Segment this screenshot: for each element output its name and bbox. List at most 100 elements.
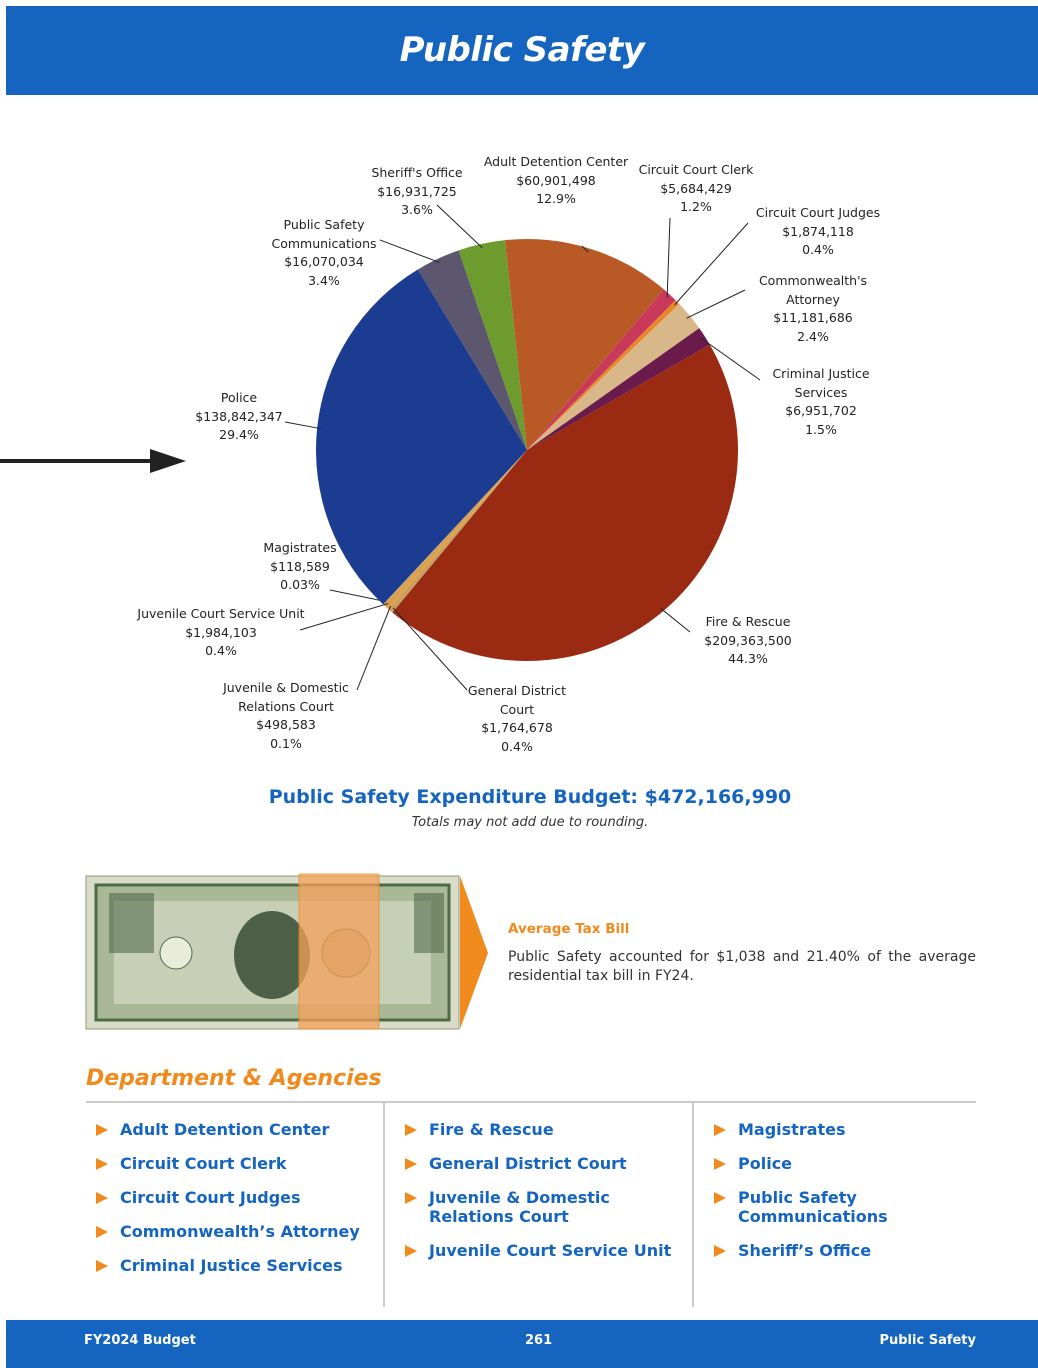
departments-title: Department & Agencies xyxy=(86,1066,382,1091)
slice-name: Sheriff's Office xyxy=(371,165,463,180)
slice-percent: 29.4% xyxy=(219,427,259,442)
leader-line xyxy=(660,607,691,633)
leader-line xyxy=(436,204,483,249)
slice-percent: 0.03% xyxy=(280,577,320,592)
slice-label: Juvenile Court Service Unit $1,984,103 0.4… xyxy=(131,605,311,661)
pie-slice xyxy=(527,300,680,450)
department-item: Public Safety Communications xyxy=(714,1188,994,1226)
department-item: Police xyxy=(714,1154,994,1173)
slice-name: Commonwealth's Attorney xyxy=(758,273,868,307)
department-column: Magistrates Police Public Safety Communica… xyxy=(714,1120,994,1275)
footer-bar: FY2024 Budget 261 Public Safety xyxy=(6,1320,1038,1368)
slice-name: General District Court xyxy=(467,683,567,717)
slice-percent: 3.4% xyxy=(308,272,340,288)
slice-value: $16,070,034 xyxy=(284,254,364,269)
header-bar: Public Safety xyxy=(6,6,1038,95)
slice-label: Adult Detention Center $60,901,498 12.9% xyxy=(471,153,641,209)
leader-line xyxy=(379,239,440,263)
tax-bill-title: Average Tax Bill xyxy=(508,921,630,937)
pie-slice xyxy=(504,239,664,450)
leader-line xyxy=(299,603,389,631)
slice-label: Magistrates $118,589 0.03% xyxy=(250,539,350,595)
slice-percent: 12.9% xyxy=(536,191,576,206)
slice-value: $5,684,429 xyxy=(660,180,732,196)
slice-value: $118,589 xyxy=(270,558,330,574)
leader-line xyxy=(686,289,746,319)
slice-percent: 1.5% xyxy=(805,421,837,437)
pie-slice xyxy=(458,240,527,450)
slice-name: Circuit Court Judges xyxy=(755,205,881,220)
slice-value: $60,901,498 xyxy=(516,172,596,188)
slice-name: Criminal Justice Services xyxy=(772,366,870,400)
slice-value: $6,951,702 xyxy=(785,403,857,418)
slice-name: Magistrates xyxy=(263,540,337,555)
slice-name: Juvenile Court Service Unit xyxy=(137,606,305,621)
pie-slice xyxy=(383,450,527,609)
department-item: Criminal Justice Services xyxy=(96,1256,376,1275)
slice-value: $209,363,500 xyxy=(704,632,792,648)
department-item: General District Court xyxy=(405,1154,685,1173)
department-item: Magistrates xyxy=(714,1120,994,1139)
slice-value: $1,764,678 xyxy=(481,720,553,735)
leader-line xyxy=(581,245,589,253)
department-item: Circuit Court Clerk xyxy=(96,1154,376,1173)
slice-value: $138,842,347 xyxy=(195,408,283,424)
footer-left: FY2024 Budget xyxy=(84,1333,196,1348)
slice-label: Juvenile & Domestic Relations Court $498,… xyxy=(211,679,361,753)
slice-percent: 1.2% xyxy=(680,199,712,214)
slice-name: Fire & Rescue xyxy=(705,614,791,629)
slice-percent: 0.1% xyxy=(270,735,302,751)
department-item: Commonwealth’s Attorney xyxy=(96,1222,376,1241)
dollar-bill xyxy=(85,873,488,1030)
department-item: Fire & Rescue xyxy=(405,1120,685,1139)
slice-label: Fire & Rescue $209,363,500 44.3% xyxy=(688,613,808,669)
slice-value: $11,181,686 xyxy=(773,310,853,325)
leader-line xyxy=(392,607,468,691)
slice-percent: 0.4% xyxy=(802,242,834,257)
footer-right: Public Safety xyxy=(879,1333,976,1348)
pie-slice xyxy=(388,450,527,613)
slice-name: Police xyxy=(220,390,258,405)
pie-slice xyxy=(392,344,739,662)
slice-value: $1,984,103 xyxy=(185,624,257,640)
slice-label: Public Safety Communications $16,070,034 3… xyxy=(262,216,387,290)
slice-value: $16,931,725 xyxy=(377,183,457,199)
leader-line xyxy=(284,421,322,430)
page-number: 261 xyxy=(525,1333,553,1348)
slice-percent: 2.4% xyxy=(797,328,829,344)
budget-total: Public Safety Expenditure Budget: $472,1… xyxy=(268,786,792,808)
slice-label: Police $138,842,347 29.4% xyxy=(189,389,289,445)
pie-chart xyxy=(0,204,761,691)
slice-name: Public Safety Communications xyxy=(271,217,377,251)
slice-label: Sheriff's Office $16,931,725 3.6% xyxy=(362,164,472,220)
department-item: Juvenile & Domestic Relations Court xyxy=(405,1188,685,1226)
department-rules xyxy=(86,1101,976,1307)
pie-slice xyxy=(527,289,676,450)
arrow xyxy=(0,449,186,473)
slice-name: Adult Detention Center xyxy=(483,154,629,169)
slice-label: Circuit Court Clerk $5,684,429 1.2% xyxy=(631,161,761,217)
pie-slice xyxy=(316,269,527,605)
leader-line xyxy=(701,337,761,381)
slice-name: Circuit Court Clerk xyxy=(638,162,754,177)
pie-slice xyxy=(527,303,700,450)
pie-slice xyxy=(527,328,710,450)
slice-percent: 3.6% xyxy=(401,202,433,217)
slice-label: Commonwealth's Attorney $11,181,686 2.4% xyxy=(753,272,873,346)
department-column: Adult Detention Center Circuit Court Cler… xyxy=(96,1120,376,1290)
pie-slice xyxy=(387,450,527,610)
slice-percent: 44.3% xyxy=(728,651,768,666)
slice-label: Circuit Court Judges $1,874,118 0.4% xyxy=(748,204,888,260)
leader-line xyxy=(666,217,671,298)
department-item: Juvenile Court Service Unit xyxy=(405,1241,685,1260)
pie-slice xyxy=(383,450,527,605)
department-item: Circuit Court Judges xyxy=(96,1188,376,1207)
slice-value: $1,874,118 xyxy=(782,223,854,239)
leader-line xyxy=(329,589,387,603)
page-title: Public Safety xyxy=(399,30,645,70)
leader-line xyxy=(674,222,749,306)
slice-label: Criminal Justice Services $6,951,702 1.5% xyxy=(766,365,876,439)
department-item: Adult Detention Center xyxy=(96,1120,376,1139)
slice-percent: 0.4% xyxy=(501,738,533,754)
